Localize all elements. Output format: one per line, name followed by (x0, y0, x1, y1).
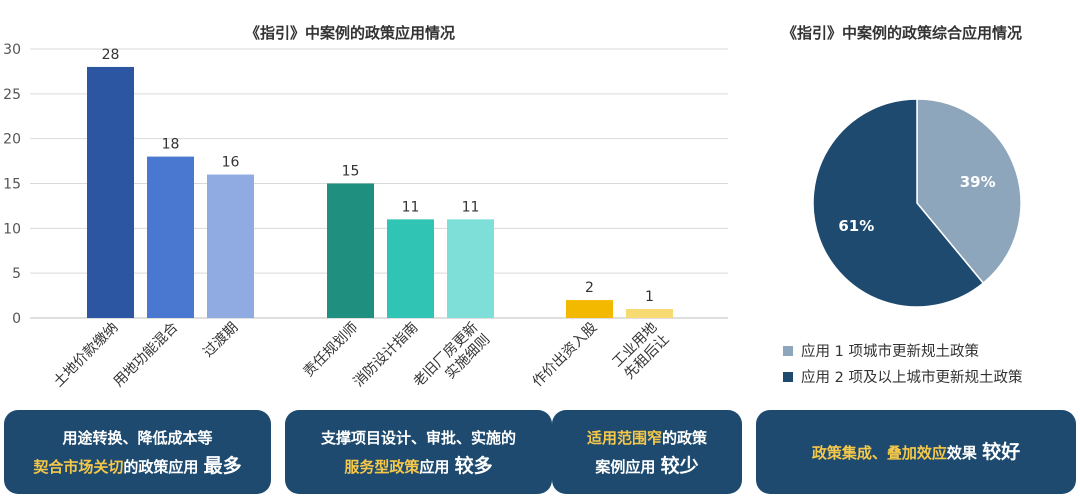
x-tick-label: 责任规划师 (301, 320, 362, 381)
pie-slice (812, 98, 985, 308)
card-line-1: 支撑项目设计、审批、实施的 (321, 424, 516, 452)
summary-card-2: 支撑项目设计、审批、实施的 服务型政策应用 较多 (285, 410, 552, 494)
card-line-2: 服务型政策应用 较多 (344, 452, 492, 481)
x-tick-label: 用地功能混合 (111, 320, 182, 391)
data-label: 2 (585, 280, 594, 296)
y-tick-label: 5 (12, 266, 21, 282)
card-line-1: 用途转换、降低成本等 (62, 424, 212, 452)
x-tick-label: 老旧厂房更新实施细则 (411, 320, 494, 403)
legend-label: 应用 1 项城市更新规土政策 (801, 344, 979, 360)
card-text: 案例应用 (595, 457, 661, 476)
bar (447, 219, 494, 318)
bar (147, 156, 194, 318)
legend-swatch (783, 345, 793, 356)
summary-card-3: 适用范围窄的政策 案例应用 较少 (552, 410, 742, 494)
card-text: 的政策应用 (123, 457, 204, 476)
pie-legend-item-1: 应用 1 项城市更新规土政策 (783, 340, 979, 361)
y-tick-label: 30 (3, 42, 21, 58)
data-label: 11 (462, 199, 480, 215)
pie-chart: 39% 61% (812, 98, 1022, 308)
y-tick-label: 25 (3, 87, 21, 103)
card-text: 用途转换、降低成本等 (62, 428, 213, 447)
highlight-text: 政策集成、叠加效应 (811, 443, 947, 462)
data-label: 16 (222, 155, 240, 171)
card-line-2: 案例应用 较少 (595, 452, 698, 481)
bar (207, 174, 254, 318)
bar (327, 183, 374, 318)
x-tick-label-line: 过渡期 (200, 320, 241, 361)
data-label: 11 (402, 199, 420, 215)
card-text: 应用 (419, 457, 455, 476)
highlight-text: 契合市场关切 (33, 457, 124, 476)
pie-legend-item-2: 应用 2 项及以上城市更新规土政策 (783, 366, 1022, 387)
card-line-1: 适用范围窄的政策 (587, 424, 707, 452)
bar (387, 219, 434, 318)
y-tick-label: 10 (3, 221, 21, 237)
pie-label: 61% (838, 217, 874, 235)
highlight-text: 适用范围窄 (586, 428, 662, 447)
bar-chart-title: 《指引》中案例的政策应用情况 (245, 24, 456, 42)
bar (566, 300, 613, 318)
emphasis-text: 较多 (454, 454, 493, 477)
card-text: 的政策 (662, 428, 708, 447)
pie-chart-title: 《指引》中案例的政策综合应用情况 (782, 24, 1023, 42)
card-line-1: 政策集成、叠加效应效果 较好 (812, 438, 1020, 467)
x-tick-label: 工业用地先租后让 (609, 320, 672, 383)
x-tick-label-line: 作价出资入股 (530, 320, 601, 391)
pie-label: 39% (960, 173, 996, 191)
emphasis-text: 较少 (660, 454, 699, 477)
emphasis-text: 较好 (982, 440, 1021, 463)
summary-card-4: 政策集成、叠加效应效果 较好 (756, 410, 1076, 494)
summary-card-1: 用途转换、降低成本等 契合市场关切的政策应用 最多 (4, 410, 271, 494)
card-line-2: 契合市场关切的政策应用 最多 (33, 452, 241, 481)
data-label: 28 (102, 47, 120, 63)
x-tick-label-line: 用地功能混合 (111, 320, 182, 391)
y-tick-label: 0 (12, 311, 21, 327)
emphasis-text: 最多 (203, 454, 242, 477)
legend-label: 应用 2 项及以上城市更新规土政策 (801, 370, 1023, 386)
y-tick-label: 20 (3, 132, 21, 148)
highlight-text: 服务型政策 (344, 457, 420, 476)
card-text: 效果 (946, 443, 983, 462)
legend-swatch (783, 371, 793, 382)
y-tick-label: 15 (3, 177, 21, 193)
data-label: 18 (162, 137, 180, 153)
x-tick-label-line: 责任规划师 (301, 320, 362, 381)
pie-slice (916, 98, 1022, 285)
card-text: 支撑项目设计、审批、实施的 (320, 428, 516, 447)
data-label: 15 (342, 164, 360, 180)
x-tick-label: 过渡期 (200, 320, 241, 361)
x-tick-label: 作价出资入股 (530, 320, 601, 391)
data-label: 1 (645, 289, 654, 305)
bar (626, 309, 673, 318)
bar (87, 66, 134, 318)
